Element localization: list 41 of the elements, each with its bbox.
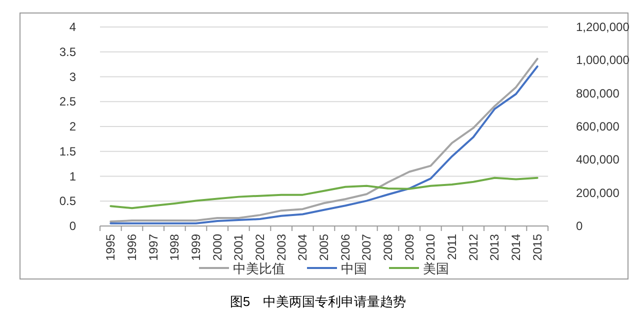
x-tick-label: 1998 [168, 234, 182, 261]
legend-label: 美国 [423, 261, 449, 276]
y-tick-label: 1 [69, 169, 76, 184]
x-tick-label: 2008 [381, 234, 395, 261]
y2-tick-label: 1,200,000 [576, 20, 630, 34]
x-tick-label: 2010 [424, 234, 438, 261]
x-tick-label: 2004 [296, 234, 310, 261]
y2-tick-label: 400,000 [576, 152, 620, 167]
x-tick-label: 2013 [488, 234, 502, 261]
x-tick-label: 2002 [253, 234, 267, 261]
y-tick-label: 0.5 [59, 194, 76, 208]
x-tick-label: 1999 [189, 234, 203, 261]
x-tick-label: 2007 [360, 234, 374, 261]
y-tick-label: 2.5 [59, 94, 76, 109]
x-tick-label: 2015 [530, 234, 544, 261]
x-tick-label: 2001 [232, 234, 246, 261]
y-tick-label: 1.5 [59, 144, 76, 158]
y-tick-label: 3.5 [59, 44, 76, 59]
x-tick-label: 2006 [338, 234, 352, 261]
y-tick-label: 3 [69, 70, 76, 84]
x-tick-label: 2014 [509, 234, 523, 261]
x-tick-label: 1996 [125, 234, 139, 261]
y2-tick-label: 200,000 [576, 186, 620, 200]
x-tick-label: 2000 [210, 234, 224, 261]
x-tick-label: 2009 [402, 234, 416, 261]
y2-tick-label: 600,000 [576, 120, 620, 134]
y2-tick-label: 0 [576, 219, 583, 233]
y2-tick-label: 1,000,000 [576, 53, 630, 68]
legend-label: 中美比值 [233, 261, 285, 276]
x-tick-label: 1997 [146, 234, 160, 261]
x-tick-label: 2011 [445, 234, 459, 260]
y-tick-label: 0 [69, 219, 76, 233]
y2-tick-label: 800,000 [576, 86, 620, 100]
y-tick-label: 2 [69, 120, 76, 134]
y-tick-label: 4 [69, 20, 76, 34]
x-tick-label: 2005 [317, 234, 331, 261]
caption: 图5 中美两国专利申请量趋势 [230, 294, 406, 309]
x-tick-label: 1995 [104, 234, 118, 261]
x-tick-label: 2003 [274, 234, 288, 261]
legend-label: 中国 [341, 261, 367, 276]
x-tick-label: 2012 [466, 234, 480, 261]
